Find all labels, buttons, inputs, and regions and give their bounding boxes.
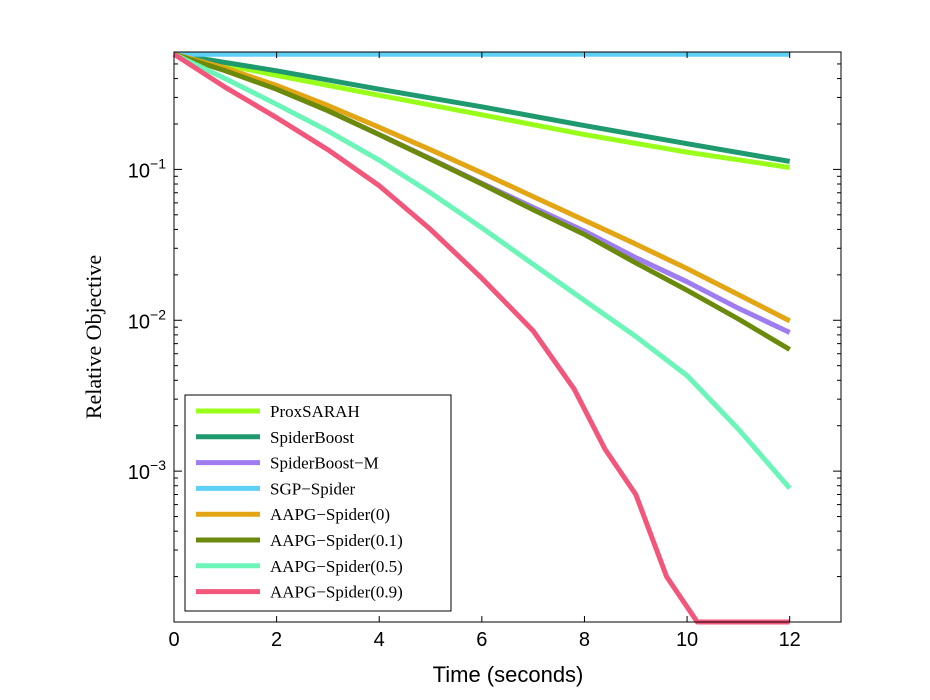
- y-axis-label: Relative Objective: [81, 255, 106, 419]
- series-line-1: [173, 51, 791, 164]
- x-tick-label: 12: [779, 629, 801, 651]
- legend-label: AAPG−Spider(0): [270, 505, 390, 524]
- legend: ProxSARAH SpiderBoost SpiderBoost−M SGP−Spi…: [184, 394, 452, 612]
- y-tick-label: 10−1: [128, 155, 166, 182]
- x-tick-label: 6: [476, 629, 487, 651]
- y-tick-label: 10−3: [128, 457, 166, 484]
- legend-label: SpiderBoost−M: [270, 454, 379, 473]
- legend-label: AAPG−Spider(0.1): [270, 531, 403, 550]
- series-line-6: [172, 51, 792, 490]
- x-tick-label: 0: [168, 629, 179, 651]
- legend-box: [184, 394, 452, 612]
- series-line-0: [173, 51, 791, 170]
- series-line-7: [172, 52, 790, 625]
- legend-label: AAPG−Spider(0.9): [270, 583, 403, 602]
- x-tick-label: 8: [579, 629, 590, 651]
- x-tick-label: 2: [271, 629, 282, 651]
- x-axis-label: Time (seconds): [433, 662, 584, 687]
- legend-label: AAPG−Spider(0.5): [270, 557, 403, 576]
- y-tick-label: 10−2: [128, 306, 166, 333]
- plot-frame: [173, 51, 842, 623]
- legend-label: ProxSARAH: [270, 402, 360, 421]
- legend-label: SGP−Spider: [270, 479, 355, 498]
- x-tick-label: 4: [374, 629, 385, 651]
- legend-label: SpiderBoost: [270, 428, 354, 447]
- series-line-5: [173, 51, 791, 352]
- series-line-4: [173, 51, 791, 324]
- x-tick-label: 10: [676, 629, 698, 651]
